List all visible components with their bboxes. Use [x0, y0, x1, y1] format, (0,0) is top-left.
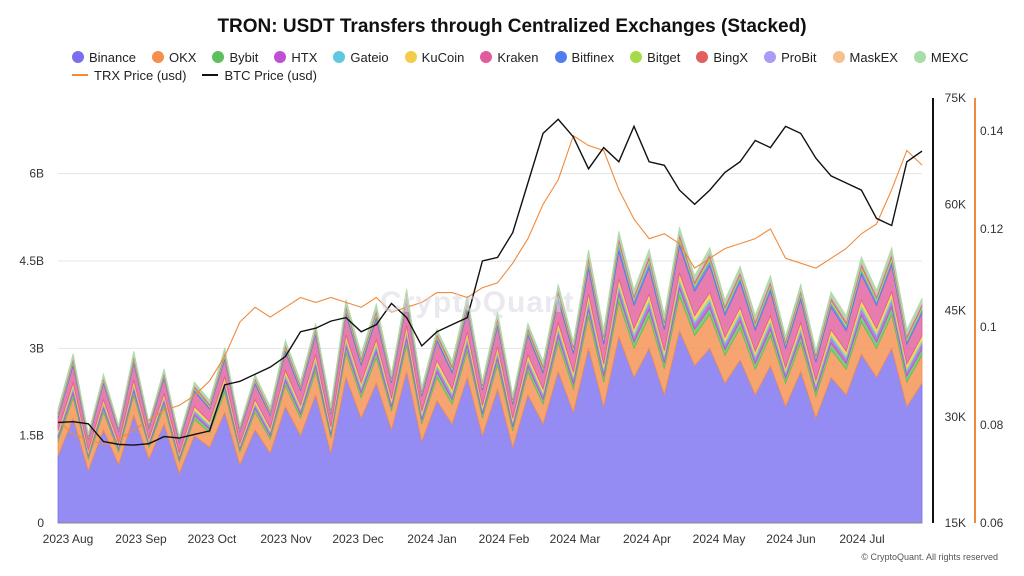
legend-item-mexc[interactable]: MEXC	[913, 49, 969, 65]
legend-dot-swatch	[554, 51, 567, 63]
legend-dot-swatch	[630, 51, 643, 63]
legend-line-swatch	[202, 74, 219, 76]
legend-item-htx[interactable]: HTX	[274, 50, 317, 65]
legend-dot-swatch	[696, 51, 709, 63]
y-left-tick-label: 4.5B	[19, 254, 44, 268]
x-tick-label: 2024 Jun	[766, 532, 815, 546]
legend-item-trx-price[interactable]: TRX Price (usd)	[72, 68, 186, 83]
x-tick-label: 2023 Aug	[43, 532, 94, 546]
legend-label: Bitget	[647, 49, 681, 65]
legend-dot-swatch	[151, 51, 164, 63]
legend: Binance OKX Bybit HTX Gateio KuCoin Kraken Bitf…	[72, 48, 972, 84]
copyright-notice: © CryptoQuant. All rights reserved	[861, 552, 998, 562]
legend-label: Bybit	[229, 49, 259, 65]
btc-price-line	[57, 118, 923, 446]
y-left-tick-label: 1.5B	[19, 429, 44, 443]
legend-item-binance[interactable]: Binance	[72, 50, 136, 65]
legend-label: TRX Price (usd)	[94, 67, 187, 83]
legend-label: KuCoin	[421, 49, 465, 65]
legend-dot-swatch	[212, 51, 225, 63]
btc-tick-label: 45K	[945, 304, 966, 318]
trx-tick-label: 0.12	[980, 222, 1004, 236]
legend-label: ProBit	[781, 49, 817, 65]
btc-tick-label: 60K	[945, 197, 966, 211]
x-tick-label: 2024 Feb	[479, 532, 530, 546]
trx-tick-label: 0.08	[980, 418, 1004, 432]
legend-label: Bitfinex	[571, 49, 615, 65]
x-tick-label: 2023 Sep	[115, 532, 167, 546]
legend-dot-swatch	[832, 51, 845, 63]
legend-label: MEXC	[930, 49, 969, 65]
legend-label: BingX	[713, 49, 749, 65]
x-tick-label: 2024 May	[693, 532, 746, 546]
legend-label: OKX	[168, 49, 197, 65]
legend-dot-swatch	[764, 51, 777, 63]
trx-tick-label: 0.06	[980, 516, 1004, 530]
y-left-tick-label: 0	[37, 516, 44, 530]
watermark: CryptoQuant	[380, 286, 575, 319]
y-left-tick-label: 6B	[29, 167, 44, 181]
legend-item-btc-price[interactable]: BTC Price (usd)	[202, 67, 317, 83]
x-tick-label: 2024 Jul	[839, 532, 884, 546]
legend-label: Kraken	[497, 49, 539, 65]
btc-tick-label: 30K	[945, 410, 966, 424]
chart-title: TRON: USDT Transfers through Centralized…	[217, 16, 807, 37]
legend-dot-swatch	[274, 51, 287, 63]
x-tick-label: 2024 Jan	[407, 532, 456, 546]
legend-row-exchanges: Binance OKX Bybit HTX Gateio KuCoin Kraken Bitf…	[72, 48, 972, 66]
area-series-mexc	[57, 227, 923, 438]
legend-label: Binance	[89, 49, 136, 65]
y-left-tick-label: 3B	[29, 341, 44, 355]
legend-row-prices: TRX Price (usd) BTC Price (usd)	[72, 66, 972, 84]
legend-dot-swatch	[404, 51, 417, 63]
legend-item-okx[interactable]: OKX	[151, 49, 197, 65]
trx-tick-label: 0.14	[980, 124, 1004, 138]
legend-item-kucoin[interactable]: KuCoin	[404, 49, 465, 65]
x-tick-label: 2024 Mar	[550, 532, 601, 546]
legend-item-bybit[interactable]: Bybit	[212, 50, 258, 65]
legend-item-kraken[interactable]: Kraken	[480, 49, 539, 65]
legend-item-bingx[interactable]: BingX	[696, 50, 748, 65]
legend-label: HTX	[291, 49, 318, 65]
trx-price-line	[57, 134, 923, 446]
x-tick-label: 2023 Dec	[332, 532, 383, 546]
legend-item-bitfinex[interactable]: Bitfinex	[554, 49, 615, 65]
legend-dot-swatch	[480, 51, 493, 63]
x-tick-label: 2023 Nov	[260, 532, 311, 546]
legend-dot-swatch	[913, 51, 926, 63]
legend-dot-swatch	[72, 51, 84, 63]
legend-item-gateio[interactable]: Gateio	[333, 49, 389, 65]
legend-line-swatch	[72, 74, 88, 76]
legend-dot-swatch	[333, 51, 346, 63]
legend-label: Gateio	[350, 49, 389, 65]
legend-label: BTC Price (usd)	[224, 67, 317, 83]
legend-item-maskex[interactable]: MaskEX	[832, 49, 898, 65]
btc-tick-label: 15K	[945, 516, 966, 530]
legend-item-bitget[interactable]: Bitget	[630, 50, 680, 65]
x-tick-label: 2023 Oct	[188, 532, 237, 546]
legend-item-probit[interactable]: ProBit	[764, 49, 817, 65]
legend-label: MaskEX	[849, 49, 898, 65]
x-tick-label: 2024 Apr	[623, 532, 671, 546]
trx-tick-label: 0.1	[980, 320, 997, 334]
btc-tick-label: 75K	[945, 91, 966, 105]
